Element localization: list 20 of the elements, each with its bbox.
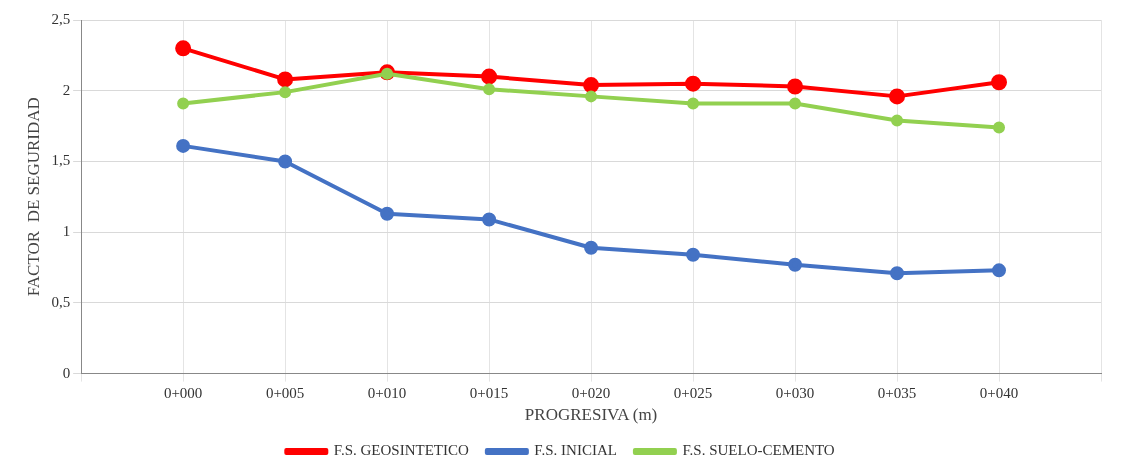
y-tick-label: 2,5 [51, 10, 71, 27]
legend-label: F.S. INICIAL [534, 442, 617, 459]
y-tick-label: 2 [62, 81, 71, 98]
y-axis-title: FACTOR DE SEGURIDAD [23, 97, 43, 297]
x-tick-label: 0+020 [571, 384, 611, 401]
x-tick-label: 0+000 [163, 384, 203, 401]
x-tick-label: 0+010 [367, 384, 407, 401]
x-tick-label: 0+030 [775, 384, 815, 401]
legend-label: F.S. GEOSINTETICO [333, 442, 470, 459]
y-tick-label: 0 [62, 364, 71, 381]
x-tick-label: 0+005 [265, 384, 305, 401]
x-tick-label: 0+025 [673, 384, 713, 401]
x-tick-label: 0+015 [469, 384, 509, 401]
x-tick-label: 0+040 [979, 384, 1019, 401]
y-tick-label: 1 [62, 223, 71, 240]
x-tick-label: 0+035 [877, 384, 917, 401]
legend-label: F.S. SUELO-CEMENTO [682, 442, 835, 459]
y-tick-label: 1,5 [51, 152, 71, 169]
x-axis-title: PROGRESIVA (m) [524, 405, 658, 425]
y-tick-label: 0,5 [51, 293, 71, 310]
